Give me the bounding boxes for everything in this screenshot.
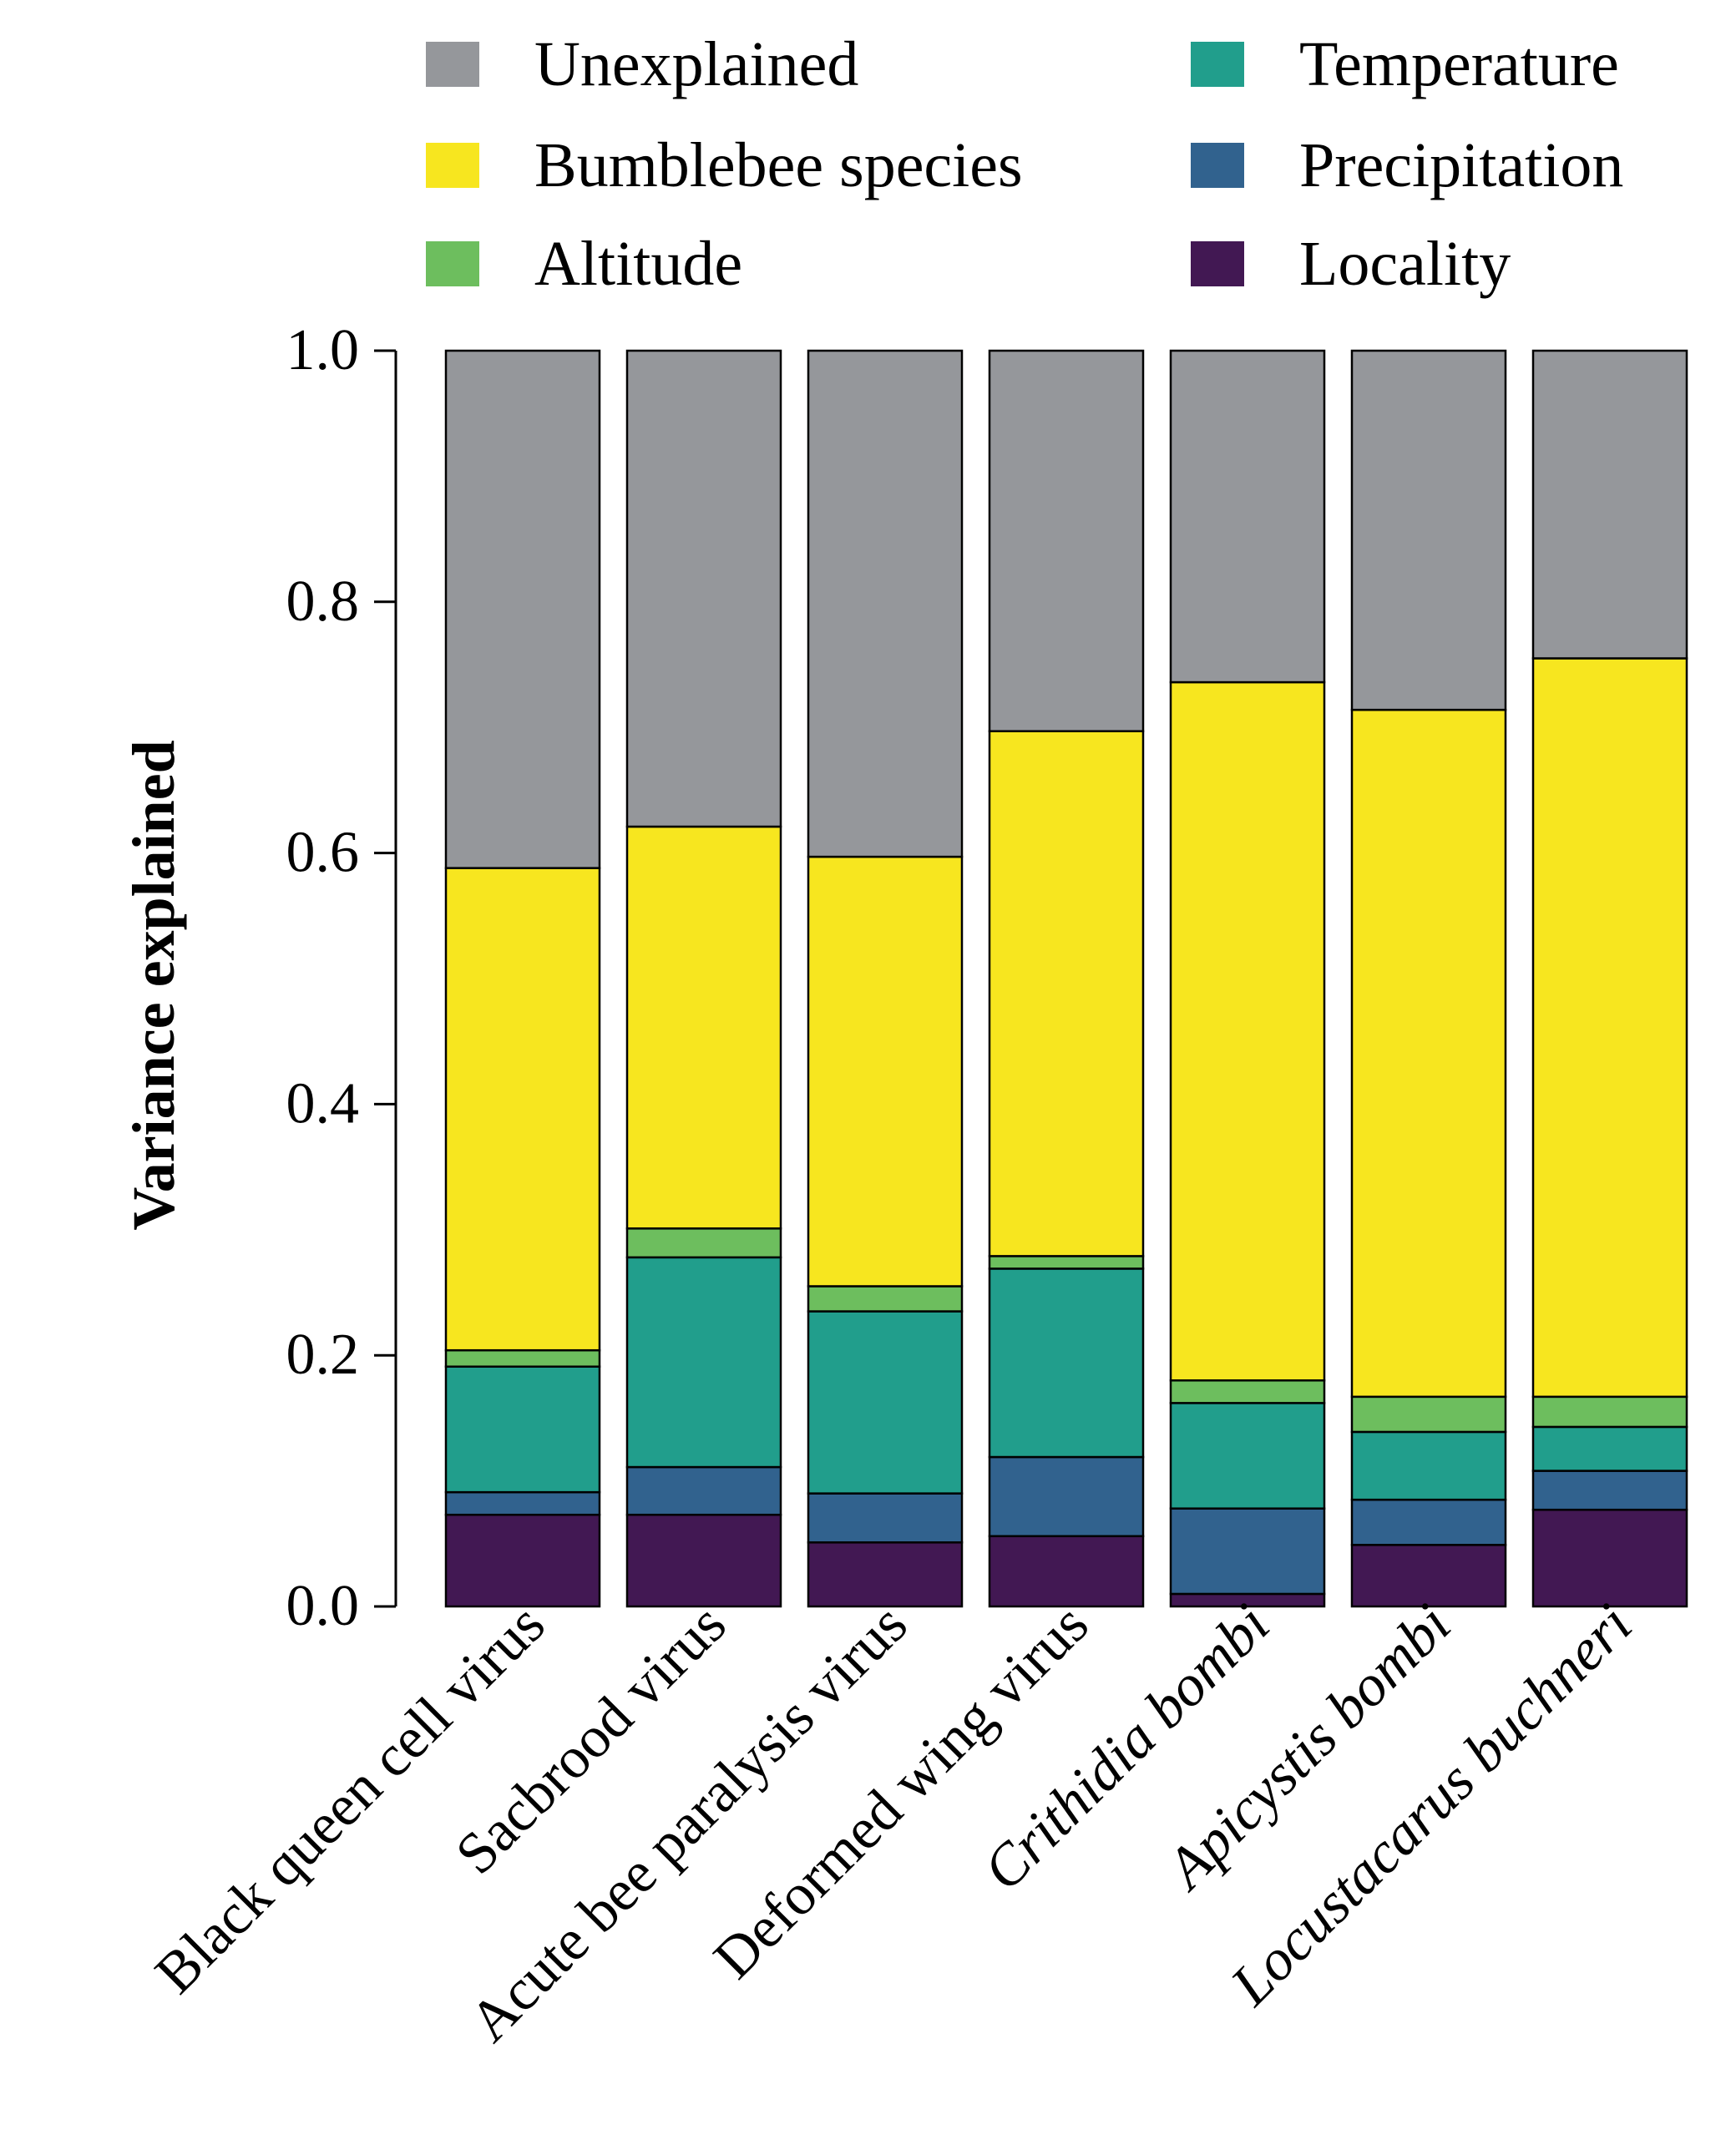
bar-segment-temperature <box>625 1256 782 1469</box>
bar-segment-temperature <box>1350 1430 1507 1501</box>
bar-segment-bumblebee-species <box>1169 680 1326 1382</box>
bar-stack-sacbrood-virus <box>625 349 782 1608</box>
bar-segment-altitude <box>1169 1379 1326 1404</box>
bar-segment-altitude <box>807 1285 964 1313</box>
legend-item-precipitation: Precipitation <box>1191 130 1623 200</box>
bar-stack-crithidia-bombi <box>1169 349 1326 1608</box>
legend-swatch <box>426 42 479 87</box>
y-tick-label: 1.0 <box>286 318 360 382</box>
bar-segment-altitude <box>988 1255 1145 1270</box>
bar-segment-precipitation <box>1531 1470 1688 1511</box>
bar-segment-altitude <box>444 1348 601 1368</box>
bar-segment-unexplained <box>1531 349 1688 660</box>
bar-segment-temperature <box>444 1365 601 1494</box>
bar-segment-temperature <box>807 1310 964 1495</box>
bar-segment-unexplained <box>1169 349 1326 684</box>
y-tick-label: 0.0 <box>286 1574 360 1638</box>
bar-segment-locality <box>807 1541 964 1608</box>
legend-item-altitude: Altitude <box>426 229 742 299</box>
y-axis-label: Variance explained <box>120 740 187 1230</box>
bar-segment-unexplained <box>625 349 782 828</box>
bar-segment-locality <box>988 1535 1145 1608</box>
bar-segment-temperature <box>988 1267 1145 1459</box>
y-axis: 0.0 0.2 0.4 0.6 0.8 1.0 <box>286 318 397 1638</box>
bar-segment-bumblebee-species <box>444 867 601 1352</box>
bar-segment-precipitation <box>807 1492 964 1544</box>
bar-segment-unexplained <box>988 349 1145 732</box>
y-tick-label: 0.2 <box>286 1323 360 1387</box>
bar-segment-precipitation <box>444 1490 601 1516</box>
bar-stack-locustacarus-buchneri <box>1531 349 1688 1608</box>
legend-label: Altitude <box>534 229 742 299</box>
bar-segment-bumblebee-species <box>807 855 964 1288</box>
y-tick-label: 0.8 <box>286 569 360 634</box>
bar-segment-locality <box>625 1513 782 1608</box>
legend-item-locality: Locality <box>1191 229 1511 299</box>
legend-swatch <box>1191 143 1244 188</box>
bar-segment-locality <box>1531 1508 1688 1608</box>
bar-segment-unexplained <box>1350 349 1507 711</box>
bar-segment-unexplained <box>444 349 601 869</box>
bar-segment-temperature <box>1531 1425 1688 1472</box>
bar-segment-precipitation <box>1169 1507 1326 1596</box>
legend-swatch <box>426 241 479 286</box>
bar-segment-temperature <box>1169 1402 1326 1510</box>
legend: Unexplained Bumblebee species Altitude Temp… <box>426 29 1623 299</box>
y-tick-label: 0.4 <box>286 1071 360 1136</box>
bar-segment-bumblebee-species <box>625 825 782 1230</box>
bar-segment-precipitation <box>625 1465 782 1516</box>
bar-segment-altitude <box>625 1227 782 1259</box>
bar-stack-black-queen-cell-virus <box>444 349 601 1608</box>
bar-segment-locality <box>1350 1544 1507 1608</box>
legend-swatch <box>1191 241 1244 286</box>
bar-segment-bumblebee-species <box>988 730 1145 1257</box>
legend-item-unexplained: Unexplained <box>426 29 858 99</box>
y-tick-label: 0.6 <box>286 821 360 885</box>
legend-label: Unexplained <box>534 29 858 99</box>
bar-segment-altitude <box>1350 1395 1507 1434</box>
bar-segment-locality <box>444 1513 601 1608</box>
legend-item-bumblebee-species: Bumblebee species <box>426 130 1023 200</box>
legend-label: Temperature <box>1299 29 1619 99</box>
bar-stack-deformed-wing-virus <box>988 349 1145 1608</box>
bar-segment-precipitation <box>1350 1498 1507 1546</box>
legend-swatch <box>426 143 479 188</box>
legend-label: Bumblebee species <box>534 130 1023 200</box>
legend-item-temperature: Temperature <box>1191 29 1619 99</box>
legend-label: Locality <box>1299 229 1511 299</box>
bar-segment-altitude <box>1531 1395 1688 1429</box>
bar-segment-bumblebee-species <box>1531 657 1688 1399</box>
bar-stack-apicystis-bombi <box>1350 349 1507 1608</box>
bar-segment-bumblebee-species <box>1350 708 1507 1399</box>
bar-segment-unexplained <box>807 349 964 858</box>
bars <box>444 349 1688 1608</box>
legend-swatch <box>1191 42 1244 87</box>
legend-label: Precipitation <box>1299 130 1623 200</box>
bar-segment-precipitation <box>988 1455 1145 1538</box>
bar-stack-acute-bee-paralysis-virus <box>807 349 964 1608</box>
